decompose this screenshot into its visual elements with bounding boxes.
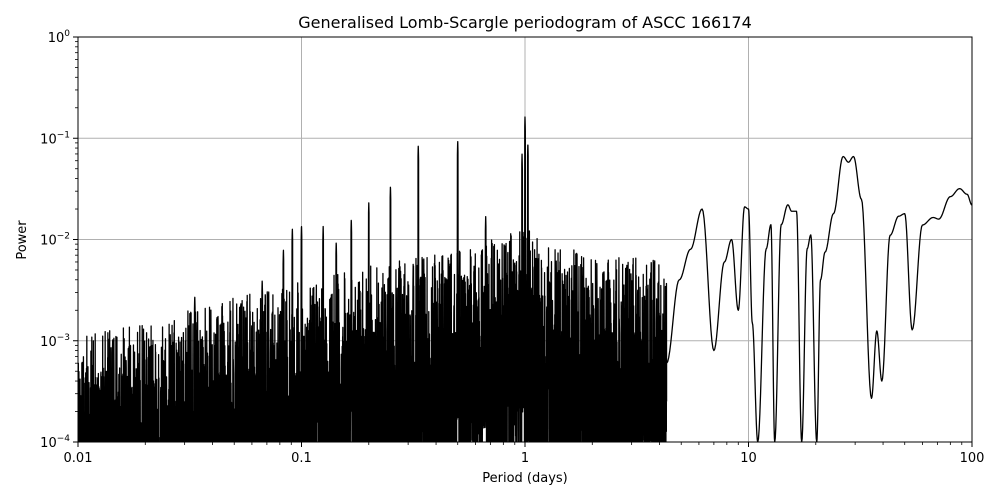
y-tick-label: 10−4 [40,434,70,451]
x-axis-label: Period (days) [482,471,568,486]
y-tick-label: 10−3 [40,333,70,350]
x-tick-label: 0.1 [291,451,312,466]
plot-area [78,116,972,442]
y-tick-label: 100 [48,29,71,46]
y-axis-label: Power [15,220,30,260]
x-tick-label: 100 [960,451,985,466]
power-trace [78,116,972,442]
x-tick-label: 10 [740,451,757,466]
chart-title: Generalised Lomb-Scargle periodogram of … [298,13,752,32]
x-tick-label: 0.01 [64,451,93,466]
y-tick-label: 10−2 [40,232,70,249]
y-axis-ticks: 10−4 10−3 10−2 10−1 100 [40,29,78,451]
y-tick-label: 10−1 [40,130,70,147]
x-axis-ticks: 0.01 0.1 1 10 100 [64,442,985,466]
x-tick-label: 1 [521,451,529,466]
